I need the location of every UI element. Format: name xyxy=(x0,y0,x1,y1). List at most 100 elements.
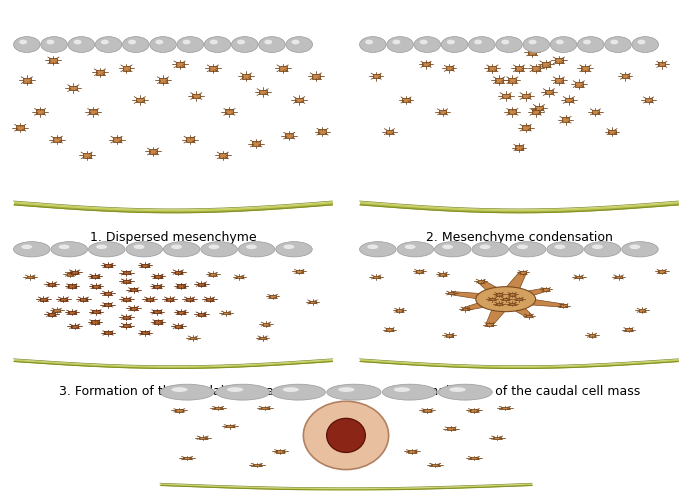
Bar xyxy=(470,409,478,411)
Text: 3. Formation of the caudal cell mass: 3. Formation of the caudal cell mass xyxy=(59,385,287,398)
Bar xyxy=(318,129,327,134)
Bar xyxy=(615,276,622,278)
Bar xyxy=(486,323,493,326)
Bar xyxy=(16,125,24,130)
Bar xyxy=(372,74,380,78)
Bar xyxy=(183,457,191,459)
Bar xyxy=(206,297,213,300)
Bar xyxy=(123,271,130,274)
Circle shape xyxy=(447,40,455,45)
Bar xyxy=(477,280,484,283)
Bar xyxy=(542,62,549,67)
Bar xyxy=(386,328,393,331)
Circle shape xyxy=(149,37,176,52)
Bar xyxy=(141,332,149,335)
Circle shape xyxy=(547,242,583,257)
Polygon shape xyxy=(486,298,515,325)
Circle shape xyxy=(275,242,312,257)
Bar xyxy=(446,66,453,70)
Circle shape xyxy=(605,37,631,52)
Circle shape xyxy=(360,37,386,52)
Bar xyxy=(48,313,55,316)
Bar xyxy=(555,78,563,83)
Circle shape xyxy=(177,37,203,52)
Bar xyxy=(396,309,403,312)
Bar xyxy=(312,74,320,79)
Bar xyxy=(373,276,379,278)
Bar xyxy=(214,407,222,409)
Bar xyxy=(260,337,266,340)
Bar xyxy=(242,74,250,79)
Polygon shape xyxy=(497,272,527,300)
Circle shape xyxy=(468,37,495,52)
Bar xyxy=(575,82,583,87)
Bar xyxy=(639,309,645,312)
Circle shape xyxy=(183,40,190,45)
Circle shape xyxy=(554,245,565,249)
Circle shape xyxy=(291,40,300,45)
Circle shape xyxy=(632,37,659,52)
Circle shape xyxy=(201,242,237,257)
Bar xyxy=(177,285,185,288)
Bar xyxy=(386,130,393,134)
Circle shape xyxy=(583,40,591,45)
Circle shape xyxy=(392,40,401,45)
Bar xyxy=(154,285,161,288)
Text: 4. Canalization of the caudal cell mass: 4. Canalization of the caudal cell mass xyxy=(398,385,640,398)
Circle shape xyxy=(271,384,325,400)
Bar xyxy=(104,332,111,335)
Bar xyxy=(439,273,446,276)
Bar xyxy=(535,105,543,110)
Circle shape xyxy=(472,242,509,257)
Bar xyxy=(531,109,540,114)
Bar xyxy=(154,320,162,324)
Circle shape xyxy=(19,40,27,45)
Circle shape xyxy=(264,40,272,45)
Bar xyxy=(174,271,182,274)
Bar xyxy=(515,66,523,71)
Bar xyxy=(259,90,266,95)
Bar xyxy=(186,297,193,300)
Circle shape xyxy=(238,242,275,257)
Bar xyxy=(592,110,599,114)
Bar xyxy=(123,280,130,283)
Circle shape xyxy=(59,245,70,249)
Bar xyxy=(489,66,496,71)
Bar xyxy=(89,109,98,114)
Circle shape xyxy=(126,242,163,257)
Circle shape xyxy=(231,37,258,52)
Circle shape xyxy=(383,384,437,400)
Bar xyxy=(130,289,137,292)
Bar xyxy=(408,450,416,452)
Bar xyxy=(123,316,130,319)
Bar xyxy=(448,292,455,295)
Bar xyxy=(422,62,430,66)
Circle shape xyxy=(51,242,88,257)
Bar xyxy=(285,133,293,138)
Bar xyxy=(522,94,529,99)
Circle shape xyxy=(630,245,640,249)
Bar xyxy=(531,66,540,71)
Bar xyxy=(416,270,423,273)
Polygon shape xyxy=(464,296,511,310)
Bar xyxy=(176,62,183,67)
Bar xyxy=(236,276,243,278)
Circle shape xyxy=(68,37,95,52)
Bar xyxy=(446,427,455,430)
Bar xyxy=(104,303,111,306)
Circle shape xyxy=(637,40,646,45)
Bar xyxy=(520,271,526,274)
Circle shape xyxy=(227,387,244,392)
Circle shape xyxy=(160,384,215,400)
Bar xyxy=(621,74,629,78)
Circle shape xyxy=(171,245,182,249)
Bar xyxy=(49,58,57,63)
Bar xyxy=(543,288,549,291)
Bar xyxy=(40,297,47,300)
Circle shape xyxy=(577,37,604,52)
Bar xyxy=(123,297,130,300)
Bar xyxy=(261,407,268,409)
Bar xyxy=(91,320,98,324)
Bar xyxy=(223,312,230,314)
Circle shape xyxy=(419,40,428,45)
